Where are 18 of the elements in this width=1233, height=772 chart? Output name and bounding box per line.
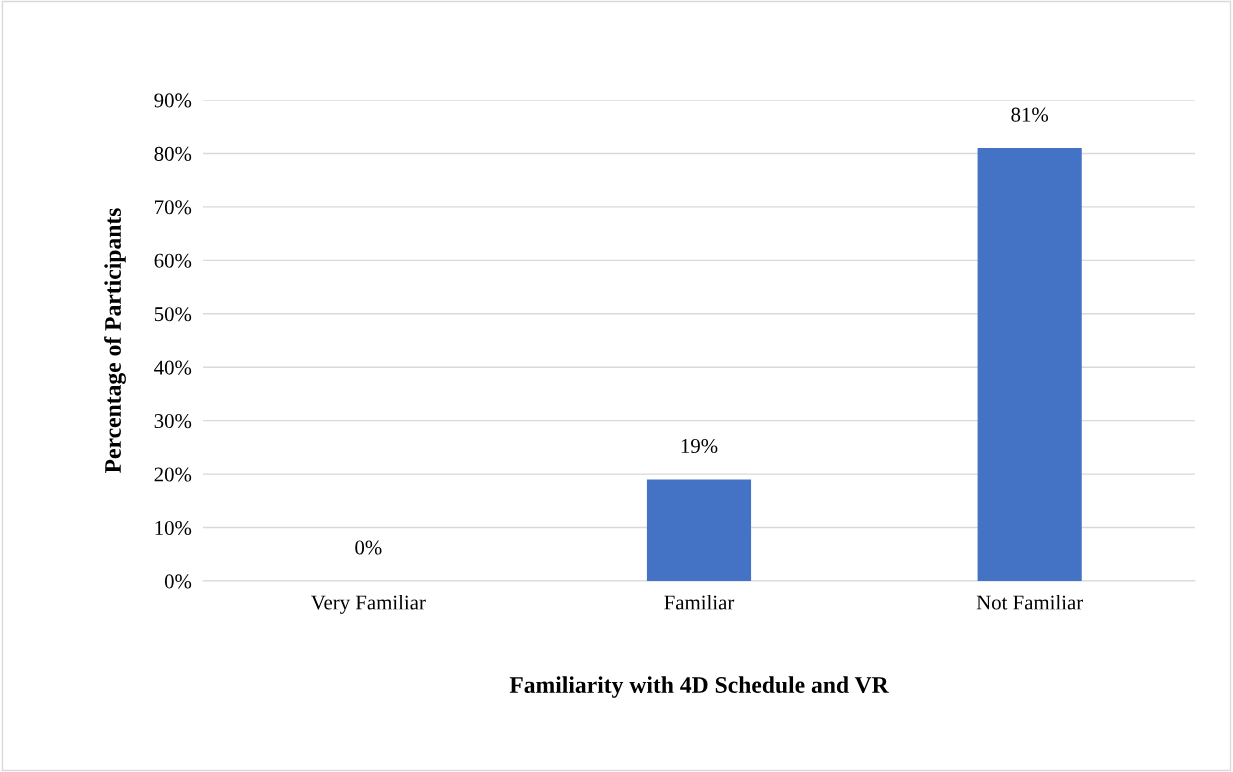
- y-tick-label: 80%: [154, 146, 192, 161]
- data-label: 19%: [681, 438, 718, 454]
- y-tick-label: 10%: [155, 520, 192, 536]
- y-axis-title: Percentage of Participants: [104, 208, 126, 473]
- y-tick-label: 90%: [154, 93, 192, 108]
- x-axis-title: Familiarity with 4D Schedule and VR: [509, 676, 889, 698]
- y-tick-label: 50%: [154, 307, 192, 322]
- y-tick-label: 40%: [154, 360, 192, 375]
- x-tick-label: Not Familiar: [976, 594, 1084, 610]
- y-tick-label: 0%: [164, 574, 192, 589]
- y-tick-label: 60%: [154, 253, 192, 268]
- x-tick-label: Familiar: [664, 594, 735, 610]
- x-tick-label: Very Familiar: [311, 594, 426, 614]
- y-tick-label: 70%: [155, 200, 192, 215]
- data-label: 0%: [355, 540, 382, 555]
- y-tick-label: 30%: [154, 414, 192, 429]
- data-label: 81%: [1011, 107, 1049, 122]
- y-tick-label: 20%: [154, 467, 192, 482]
